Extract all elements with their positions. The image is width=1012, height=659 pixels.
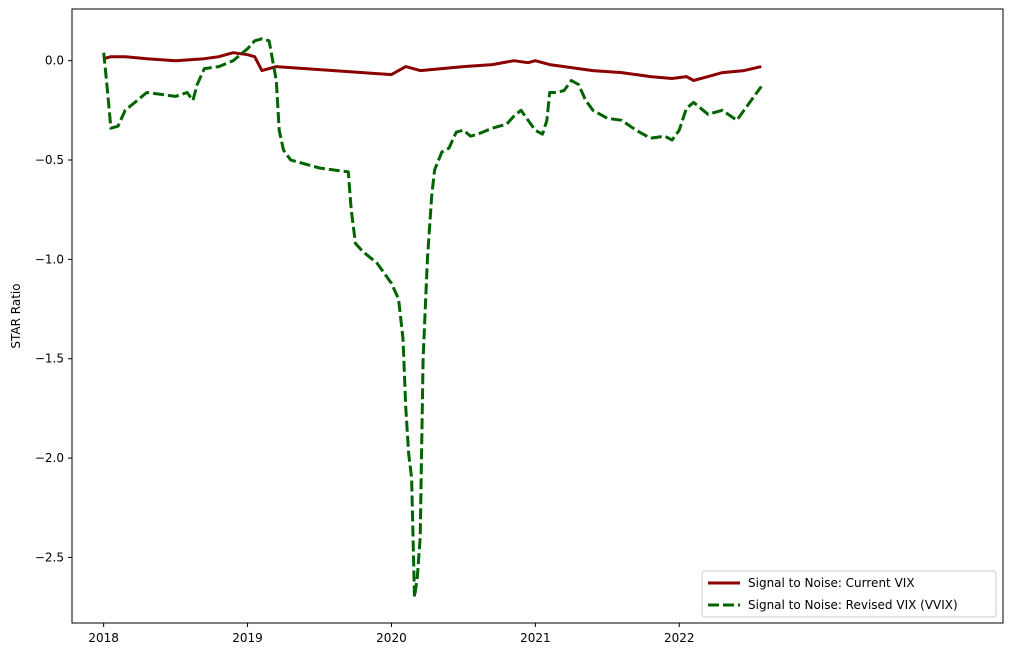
- legend-label-revised-vix: Signal to Noise: Revised VIX (VVIX): [748, 598, 958, 612]
- y-tick-label: −0.5: [35, 153, 64, 167]
- y-tick-label: 0.0: [45, 54, 64, 68]
- y-tick-label: −2.0: [35, 451, 64, 465]
- x-axis-ticks: 2018 2019 2020 2021 2022: [88, 623, 695, 645]
- y-tick-label: −2.5: [35, 550, 64, 564]
- series-layer: [102, 37, 763, 599]
- series-line-current-vix: [103, 51, 762, 82]
- y-tick-label: −1.5: [35, 352, 64, 366]
- legend: Signal to Noise: Current VIX Signal to N…: [701, 570, 997, 618]
- x-tick-label: 2019: [232, 631, 263, 645]
- x-tick-label: 2021: [520, 631, 551, 645]
- legend-label-current-vix: Signal to Noise: Current VIX: [748, 576, 915, 590]
- series-line-revised-vix: [102, 37, 763, 599]
- y-axis-label: STAR Ratio: [9, 283, 23, 348]
- x-tick-label: 2020: [376, 631, 407, 645]
- x-tick-label: 2022: [664, 631, 695, 645]
- y-axis-ticks: 0.0 −0.5 −1.0 −1.5 −2.0 −2.5: [35, 54, 72, 564]
- y-tick-label: −1.0: [35, 252, 64, 266]
- plot-area-frame: [71, 8, 1004, 624]
- x-tick-label: 2018: [88, 631, 119, 645]
- legend-box: [701, 570, 997, 618]
